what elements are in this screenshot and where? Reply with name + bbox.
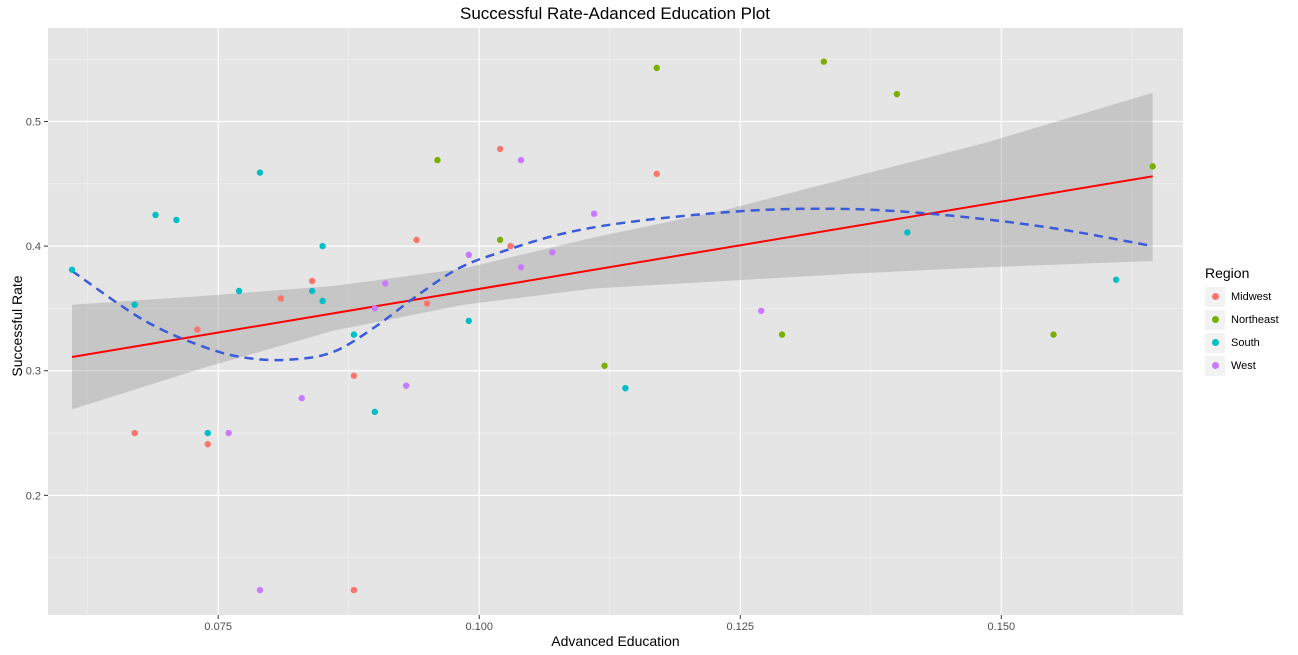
x-tick-label: 0.100 [465,621,493,633]
data-point-midwest [350,372,358,379]
legend-item-midwest: Midwest [1205,285,1279,308]
plot-panel [48,28,1183,615]
data-point-west [402,382,410,389]
data-point-northeast [778,331,786,338]
data-point-south [68,266,76,273]
data-point-northeast [653,64,660,72]
data-point-west [298,394,305,402]
smooth-fit-line [71,207,1153,362]
legend-dot-icon [1211,316,1219,323]
legend-item-northeast: Northeast [1205,308,1279,331]
x-tick-label: 0.150 [988,621,1016,633]
data-point-west [517,264,525,271]
data-point-south [350,331,358,338]
axes: 0.075 0.100 0.125 0.150 0.2 0.3 0.4 0.5 [26,116,1015,633]
data-point-south [622,384,629,392]
legend-key [1205,355,1225,376]
x-tick-label: 0.125 [727,621,755,633]
confidence-band [72,92,1153,410]
data-point-south [204,429,211,437]
data-point-northeast [496,236,504,244]
data-point-west [256,586,264,594]
data-point-west [549,249,556,256]
y-axis-label: Successful Rate [9,275,25,377]
legend-key [1205,309,1225,330]
data-point-midwest [413,236,420,244]
data-point-northeast [1149,163,1156,170]
data-point-south [319,297,326,305]
data-point-west [225,429,232,437]
data-point-midwest [507,242,514,250]
legend-key [1205,286,1225,307]
data-point-south [256,169,264,176]
data-point-south [465,317,472,325]
data-point-west [382,280,389,287]
data-point-south [371,408,379,416]
data-point-south [152,211,159,219]
data-point-midwest [496,145,504,153]
data-point-west [590,210,598,217]
legend-dot-icon [1211,362,1219,369]
data-point-midwest [653,170,660,178]
legend-key [1205,332,1225,353]
data-point-northeast [1050,331,1057,338]
confidence-band-area [72,92,1153,410]
data-point-midwest [194,326,201,333]
data-point-northeast [820,58,828,65]
legend-dot-icon [1211,339,1219,346]
data-point-south [131,301,138,308]
data-point-west [465,251,472,259]
fit-lines [71,175,1153,362]
data-point-northeast [434,156,441,164]
legend-dot-icon [1211,293,1219,300]
data-point-west [757,307,765,315]
legend-label: West [1231,359,1256,372]
data-point-midwest [423,300,431,307]
grid [48,28,1183,615]
data-point-northeast [893,90,901,98]
legend-title: Region [1205,265,1250,281]
data-points [68,58,1156,594]
data-point-south [904,229,911,236]
data-point-west [517,156,525,164]
data-point-midwest [350,586,358,594]
y-tick-label: 0.5 [26,116,41,128]
y-tick-label: 0.3 [26,366,41,378]
data-point-south [173,216,180,224]
data-point-midwest [131,429,138,437]
data-point-west [371,305,379,312]
data-point-midwest [204,441,211,448]
x-tick-label: 0.075 [204,621,232,633]
legend: Region Midwest Northeast South West [1205,265,1279,377]
x-axis-label: Advanced Education [551,633,680,649]
legend-label: Midwest [1231,290,1272,303]
data-point-south [1112,276,1120,283]
legend-item-west: West [1205,354,1279,377]
legend-label: Northeast [1231,313,1279,326]
data-point-south [308,287,316,295]
legend-label: South [1231,336,1260,349]
data-point-south [235,287,243,295]
data-point-northeast [601,362,608,369]
data-point-midwest [277,295,285,302]
data-point-south [319,242,326,250]
y-tick-label: 0.2 [26,490,41,502]
linear-fit-line [71,175,1153,359]
y-tick-label: 0.4 [26,241,41,253]
chart-title: Successful Rate-Adanced Education Plot [460,4,770,23]
legend-item-south: South [1205,331,1279,354]
data-point-midwest [308,277,316,285]
